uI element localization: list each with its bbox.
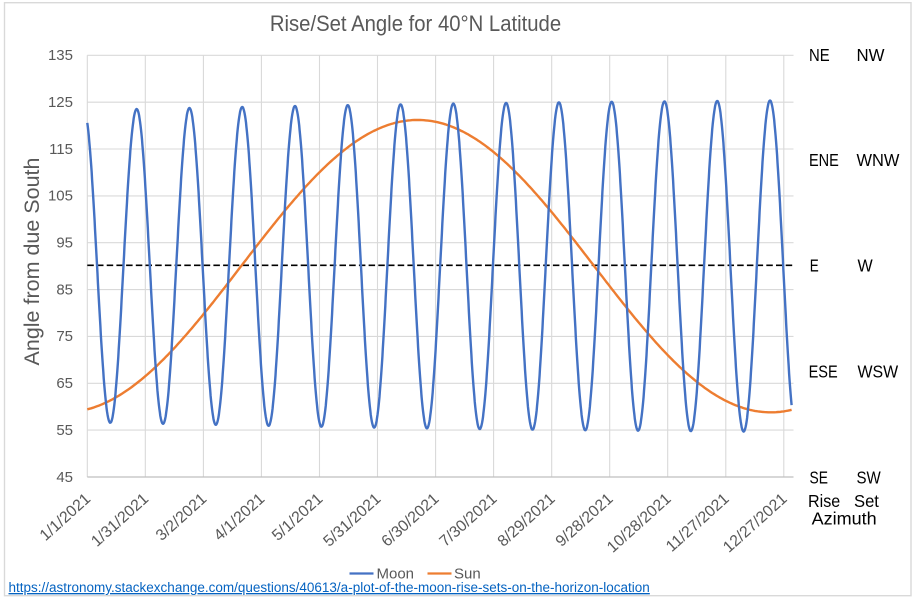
svg-text:85: 85	[56, 281, 73, 298]
svg-text:45: 45	[56, 469, 73, 486]
svg-text:12/27/2021: 12/27/2021	[720, 490, 791, 556]
svg-text:ENE: ENE	[809, 151, 839, 171]
svg-text:5/1/2021: 5/1/2021	[269, 490, 326, 544]
svg-text:Set: Set	[854, 492, 879, 511]
svg-text:NE: NE	[809, 46, 830, 65]
svg-text:7/30/2021: 7/30/2021	[437, 490, 501, 550]
svg-text:10/28/2021: 10/28/2021	[604, 490, 675, 556]
svg-text:8/29/2021: 8/29/2021	[495, 490, 559, 550]
svg-text:105: 105	[48, 188, 73, 205]
svg-text:95: 95	[56, 235, 73, 252]
svg-text:https://astronomy.stackexchang: https://astronomy.stackexchange.com/ques…	[9, 580, 650, 595]
svg-text:W: W	[858, 256, 873, 276]
svg-text:E: E	[810, 257, 819, 276]
svg-text:WNW: WNW	[857, 151, 900, 171]
svg-text:125: 125	[48, 94, 73, 111]
svg-text:55: 55	[56, 422, 73, 439]
svg-text:115: 115	[49, 141, 73, 158]
svg-text:135: 135	[48, 47, 73, 64]
svg-text:Azimuth: Azimuth	[812, 509, 877, 529]
svg-text:SW: SW	[857, 468, 882, 487]
svg-text:1/31/2021: 1/31/2021	[88, 490, 152, 550]
svg-text:WSW: WSW	[858, 362, 899, 382]
svg-text:3/2/2021: 3/2/2021	[153, 490, 210, 544]
svg-text:NW: NW	[857, 45, 886, 65]
svg-text:1/1/2021: 1/1/2021	[37, 490, 94, 544]
svg-text:ESE: ESE	[809, 362, 838, 382]
svg-text:75: 75	[56, 328, 73, 345]
svg-text:4/1/2021: 4/1/2021	[211, 490, 268, 544]
svg-text:SE: SE	[810, 469, 828, 488]
svg-text:Moon: Moon	[377, 565, 415, 582]
svg-text:Angle from due South: Angle from due South	[20, 158, 44, 366]
svg-text:6/30/2021: 6/30/2021	[379, 490, 443, 550]
svg-text:Rise/Set Angle for 40°N Latitu: Rise/Set Angle for 40°N Latitude	[270, 12, 561, 36]
svg-text:Sun: Sun	[454, 565, 481, 582]
svg-text:65: 65	[56, 375, 73, 392]
svg-text:Rise: Rise	[808, 491, 840, 511]
svg-text:5/31/2021: 5/31/2021	[320, 490, 384, 550]
